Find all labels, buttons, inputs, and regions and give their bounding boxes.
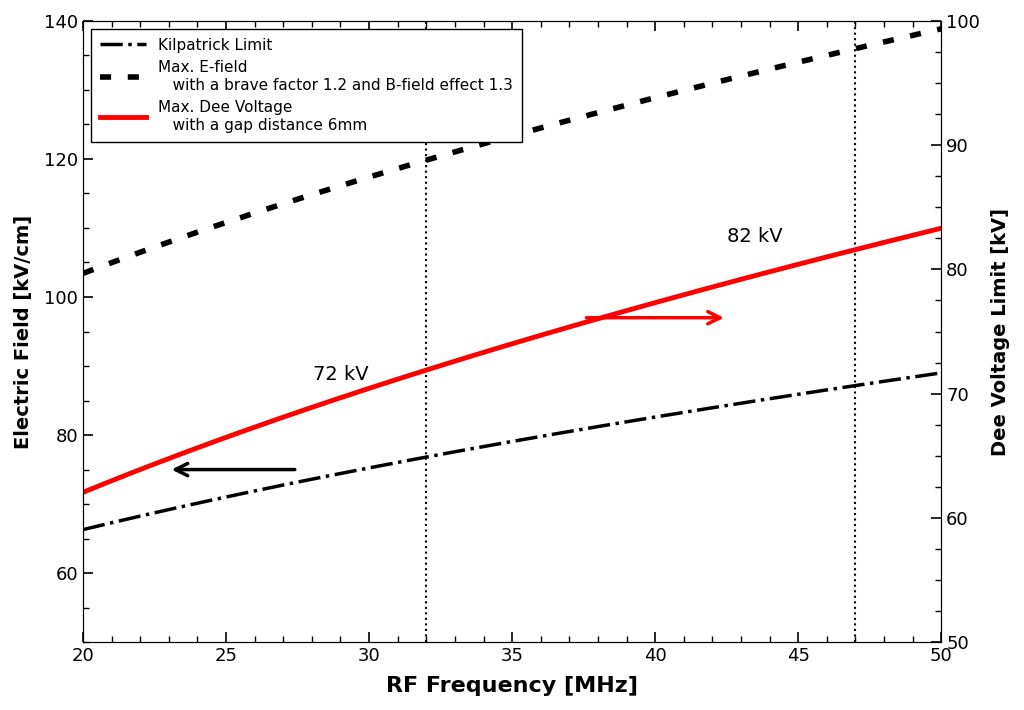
Text: 82 kV: 82 kV (727, 226, 783, 246)
Y-axis label: Electric Field [kV/cm]: Electric Field [kV/cm] (14, 214, 33, 449)
X-axis label: RF Frequency [MHz]: RF Frequency [MHz] (386, 676, 638, 696)
Text: 72 kV: 72 kV (312, 365, 369, 384)
Legend: Kilpatrick Limit, Max. E-field
   with a brave factor 1.2 and B-field effect 1.3: Kilpatrick Limit, Max. E-field with a br… (91, 28, 522, 142)
Y-axis label: Dee Voltage Limit [kV]: Dee Voltage Limit [kV] (991, 207, 1010, 456)
